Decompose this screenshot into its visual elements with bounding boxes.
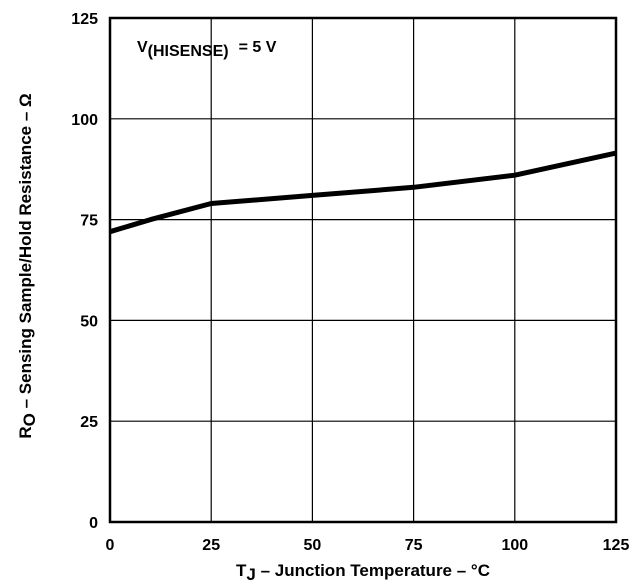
y-tick-label: 50 bbox=[80, 313, 98, 330]
x-axis-label-subscript: J bbox=[246, 565, 255, 584]
x-axis-label-symbol: T bbox=[236, 561, 247, 580]
y-tick-label: 75 bbox=[80, 213, 98, 230]
x-tick-label: 50 bbox=[304, 537, 322, 554]
annotation-value: = 5 V bbox=[239, 39, 277, 56]
grid-lines bbox=[109, 17, 617, 523]
series-layer bbox=[109, 150, 617, 235]
x-tick-label: 25 bbox=[202, 537, 220, 554]
y-tick-labels: 0 25 50 75 100 125 bbox=[71, 11, 98, 532]
x-tick-label: 75 bbox=[405, 537, 423, 554]
y-axis-label: RO – Sensing Sample/Hold Resistance – Ω bbox=[16, 93, 39, 438]
y-axis-label-symbol: R bbox=[16, 426, 35, 438]
x-tick-label: 125 bbox=[603, 537, 630, 554]
x-tick-label: 100 bbox=[501, 537, 528, 554]
y-axis-label-subscript: O bbox=[20, 413, 39, 426]
condition-annotation: V(HISENSE) = 5 V bbox=[137, 39, 277, 60]
y-tick-label: 100 bbox=[71, 112, 98, 129]
x-axis-label: TJ – Junction Temperature – °C bbox=[236, 561, 490, 584]
x-tick-labels: 0 25 50 75 100 125 bbox=[106, 537, 630, 554]
y-tick-label: 25 bbox=[80, 414, 98, 431]
y-tick-label: 125 bbox=[71, 11, 98, 28]
annotation-main: V bbox=[137, 39, 148, 56]
x-tick-label: 0 bbox=[106, 537, 115, 554]
y-axis-label-text: – Sensing Sample/Hold Resistance – Ω bbox=[16, 93, 35, 413]
plot-area-frame bbox=[108, 16, 618, 524]
series-line bbox=[109, 150, 617, 235]
annotation-subscript: (HISENSE) bbox=[148, 43, 229, 60]
x-axis-label-text: – Junction Temperature – °C bbox=[256, 561, 490, 580]
y-tick-label: 0 bbox=[89, 515, 98, 532]
